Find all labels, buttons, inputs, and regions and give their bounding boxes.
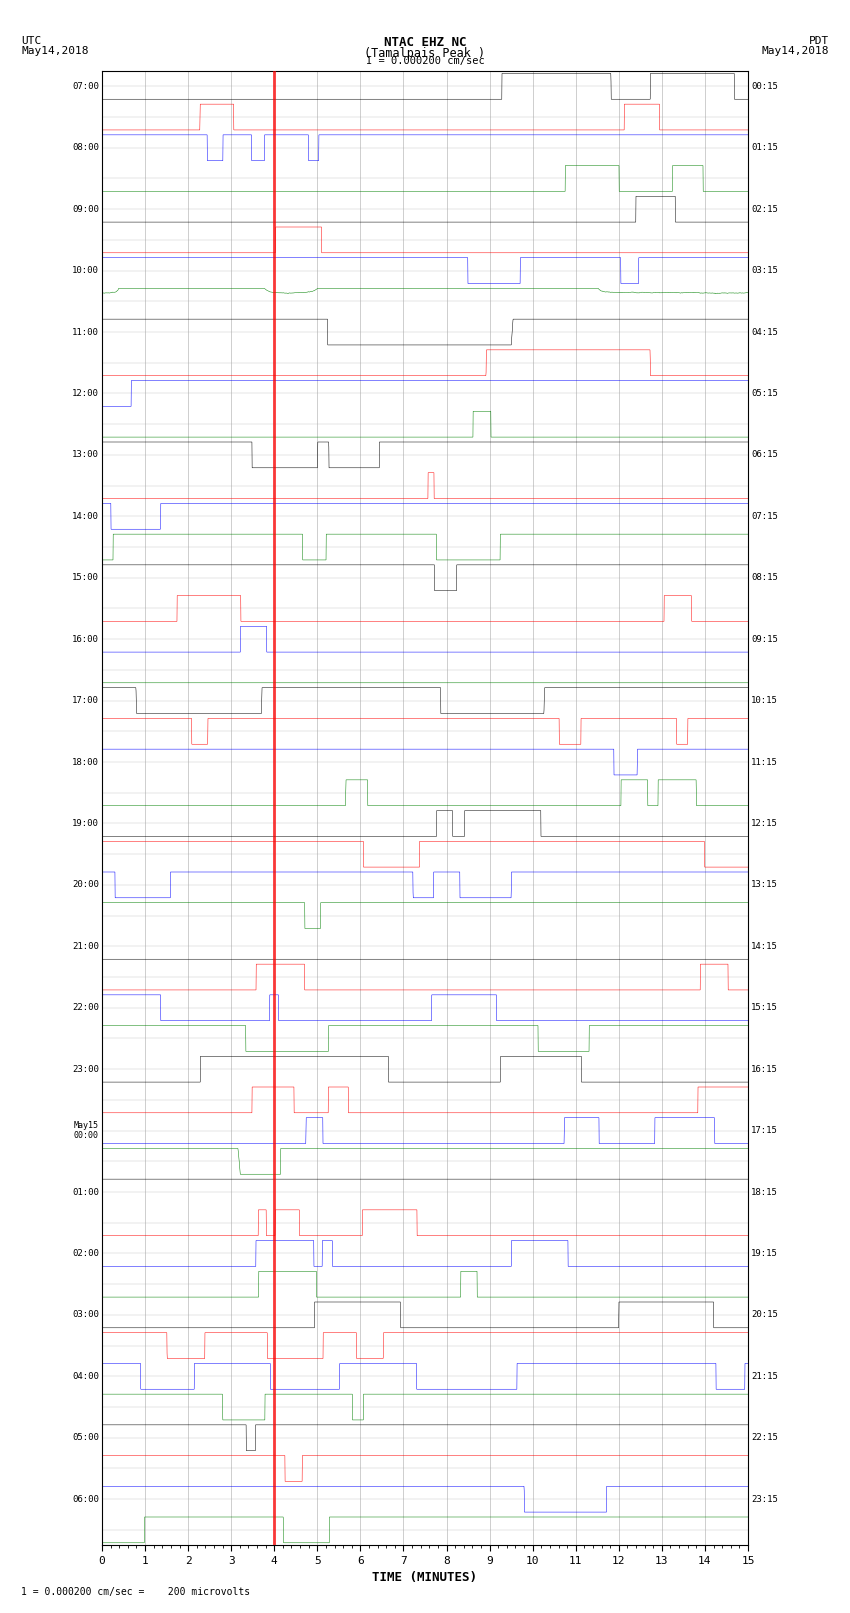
Text: 21:00: 21:00 [72, 942, 99, 950]
Text: 17:00: 17:00 [72, 697, 99, 705]
Text: 1 = 0.000200 cm/sec =    200 microvolts: 1 = 0.000200 cm/sec = 200 microvolts [21, 1587, 251, 1597]
Text: 05:00: 05:00 [72, 1434, 99, 1442]
Text: 09:00: 09:00 [72, 205, 99, 213]
Text: UTC: UTC [21, 37, 42, 47]
Text: 02:00: 02:00 [72, 1248, 99, 1258]
Text: 19:15: 19:15 [751, 1248, 778, 1258]
Text: 18:00: 18:00 [72, 758, 99, 766]
Text: 12:00: 12:00 [72, 389, 99, 398]
Text: 11:15: 11:15 [751, 758, 778, 766]
Text: 15:15: 15:15 [751, 1003, 778, 1013]
Text: 16:00: 16:00 [72, 634, 99, 644]
Text: 07:00: 07:00 [72, 82, 99, 90]
Text: 18:15: 18:15 [751, 1187, 778, 1197]
Text: 06:00: 06:00 [72, 1495, 99, 1503]
Text: 11:00: 11:00 [72, 327, 99, 337]
Text: 19:00: 19:00 [72, 819, 99, 827]
Text: May15
00:00: May15 00:00 [74, 1121, 99, 1140]
Text: 15:00: 15:00 [72, 573, 99, 582]
Text: 07:15: 07:15 [751, 511, 778, 521]
Text: 01:15: 01:15 [751, 144, 778, 152]
Text: 14:00: 14:00 [72, 511, 99, 521]
Text: 20:15: 20:15 [751, 1310, 778, 1319]
Text: 04:00: 04:00 [72, 1371, 99, 1381]
Text: 12:15: 12:15 [751, 819, 778, 827]
Text: 13:15: 13:15 [751, 881, 778, 889]
Text: 17:15: 17:15 [751, 1126, 778, 1136]
Text: 01:00: 01:00 [72, 1187, 99, 1197]
Text: 05:15: 05:15 [751, 389, 778, 398]
X-axis label: TIME (MINUTES): TIME (MINUTES) [372, 1571, 478, 1584]
Text: 00:15: 00:15 [751, 82, 778, 90]
Text: 08:15: 08:15 [751, 573, 778, 582]
Text: 13:00: 13:00 [72, 450, 99, 460]
Text: 06:15: 06:15 [751, 450, 778, 460]
Text: NTAC EHZ NC: NTAC EHZ NC [383, 37, 467, 50]
Text: 10:15: 10:15 [751, 697, 778, 705]
Text: 14:15: 14:15 [751, 942, 778, 950]
Text: (Tamalpais Peak ): (Tamalpais Peak ) [365, 47, 485, 60]
Text: 22:15: 22:15 [751, 1434, 778, 1442]
Text: 22:00: 22:00 [72, 1003, 99, 1013]
Text: 09:15: 09:15 [751, 634, 778, 644]
Text: 10:00: 10:00 [72, 266, 99, 276]
Text: May14,2018: May14,2018 [762, 45, 829, 56]
Text: May14,2018: May14,2018 [21, 45, 88, 56]
Text: 03:00: 03:00 [72, 1310, 99, 1319]
Text: PDT: PDT [808, 37, 829, 47]
Text: 04:15: 04:15 [751, 327, 778, 337]
Text: 23:15: 23:15 [751, 1495, 778, 1503]
Text: 20:00: 20:00 [72, 881, 99, 889]
Text: 02:15: 02:15 [751, 205, 778, 213]
Text: 21:15: 21:15 [751, 1371, 778, 1381]
Text: I = 0.000200 cm/sec: I = 0.000200 cm/sec [366, 56, 484, 66]
Text: 16:15: 16:15 [751, 1065, 778, 1074]
Text: 03:15: 03:15 [751, 266, 778, 276]
Text: 08:00: 08:00 [72, 144, 99, 152]
Text: 23:00: 23:00 [72, 1065, 99, 1074]
